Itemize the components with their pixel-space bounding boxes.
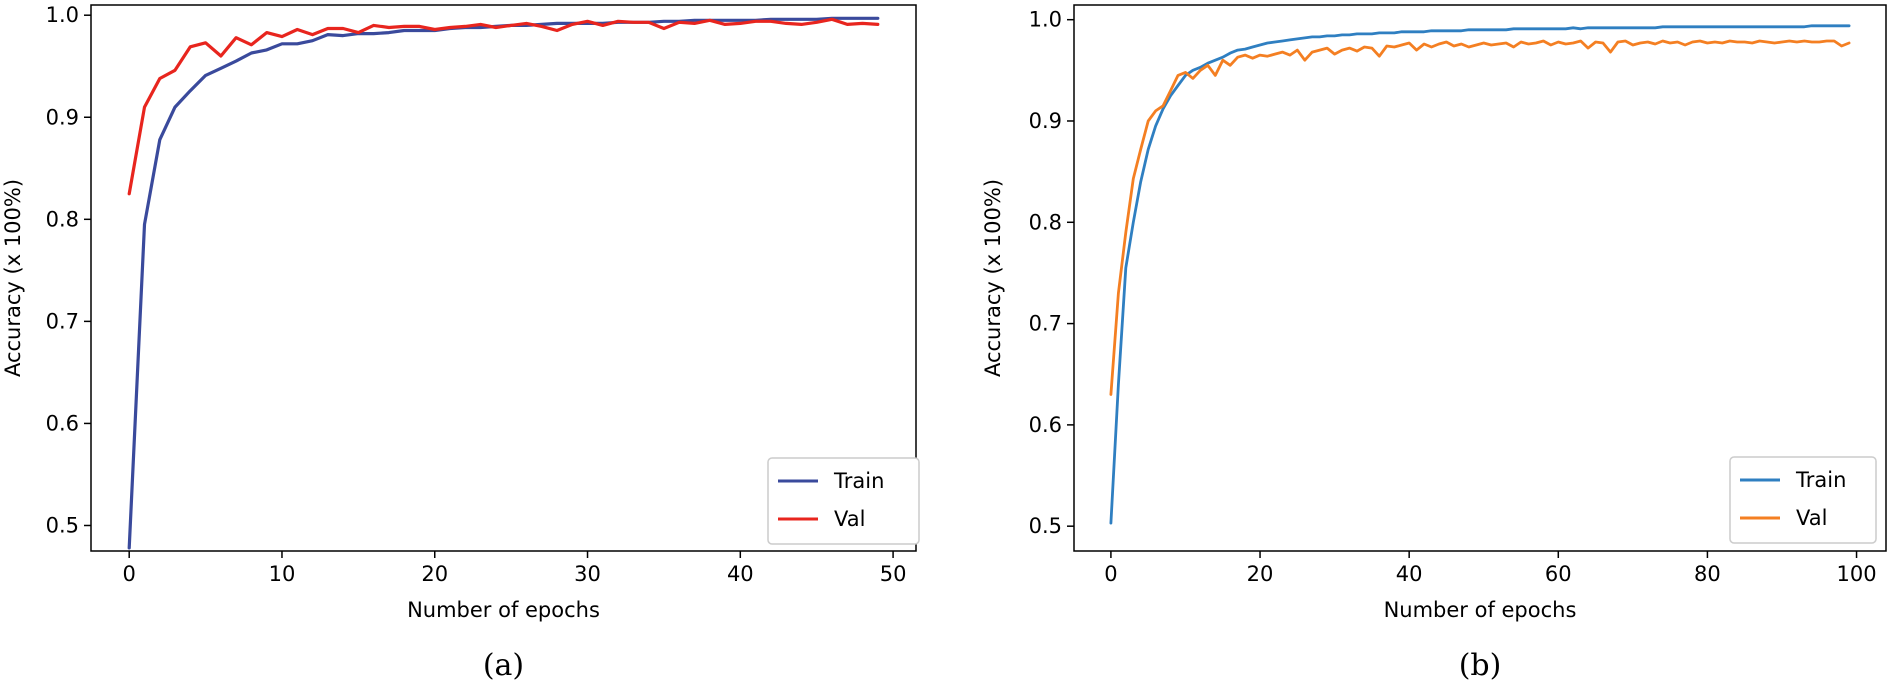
y-tick-label: 0.8 — [1029, 210, 1062, 234]
axes-frame — [1073, 4, 1887, 552]
x-tick-label: 0 — [1104, 562, 1117, 586]
x-tick-label: 20 — [1247, 562, 1274, 586]
panel-label: (b) — [1459, 648, 1502, 683]
series-line-train — [127, 16, 880, 550]
y-tick-label: 0.5 — [1029, 514, 1062, 538]
y-tick-label: 0.6 — [1029, 413, 1062, 437]
chart-panel-b: 0 20 40 60 80 100 0.5 0.6 0.7 0.8 0.9 1.0 Number of … — [981, 4, 1887, 683]
chart-panel-a: 0 10 20 30 40 50 0.5 0.6 0.7 0.8 0.9 1.0 Number of e… — [1, 3, 920, 683]
y-tick-label: 0.9 — [1029, 109, 1062, 133]
panel-label: (a) — [483, 648, 524, 683]
x-tick-label: 50 — [880, 562, 907, 586]
y-tick-label: 0.7 — [1029, 312, 1062, 336]
legend: Train Val — [1729, 456, 1877, 544]
x-axis-title: Number of epochs — [1384, 598, 1577, 622]
x-tick-label: 60 — [1545, 562, 1572, 586]
y-tick-label: 1.0 — [46, 3, 79, 27]
y-tick-label: 0.9 — [46, 105, 79, 129]
series-line-val — [127, 17, 880, 196]
x-tick-label: 100 — [1837, 562, 1877, 586]
y-tick-label: 0.6 — [46, 411, 79, 435]
y-tick-label: 0.5 — [46, 513, 79, 537]
series-line-train — [1109, 24, 1851, 525]
y-tick-label: 1.0 — [1029, 8, 1062, 32]
x-tick-label: 30 — [574, 562, 601, 586]
axes-frame — [90, 4, 917, 552]
legend-label-val: Val — [1796, 506, 1827, 530]
y-tick-label: 0.8 — [46, 207, 79, 231]
x-tick-label: 10 — [269, 562, 296, 586]
x-tick-label: 20 — [421, 562, 448, 586]
legend-label-train: Train — [1795, 468, 1846, 492]
y-axis-title: Accuracy (x 100%) — [981, 179, 1005, 377]
y-tick-label: 0.7 — [46, 309, 79, 333]
x-axis-title: Number of epochs — [407, 598, 600, 622]
legend-label-val: Val — [834, 507, 865, 531]
y-axis-title: Accuracy (x 100%) — [1, 179, 25, 377]
legend-label-train: Train — [833, 469, 884, 493]
x-tick-label: 40 — [1396, 562, 1423, 586]
x-tick-label: 0 — [123, 562, 136, 586]
series-line-val — [1109, 39, 1851, 396]
x-tick-label: 80 — [1694, 562, 1721, 586]
legend: Train Val — [767, 457, 920, 545]
x-tick-label: 40 — [727, 562, 754, 586]
